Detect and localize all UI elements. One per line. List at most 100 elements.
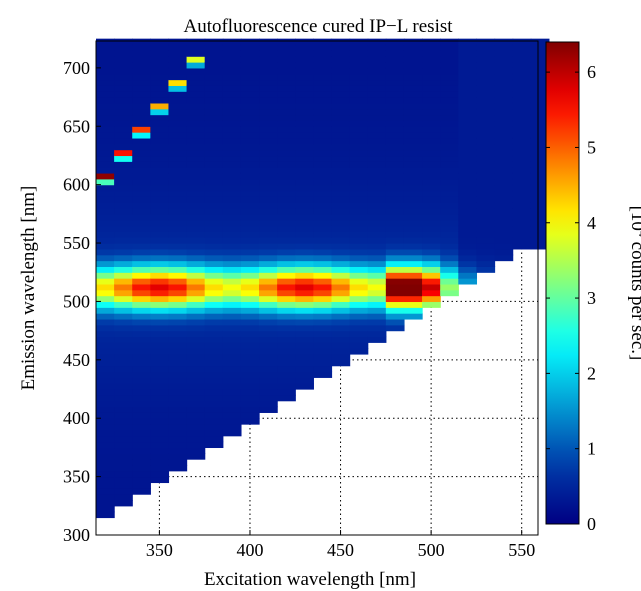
heatmap-cell	[403, 114, 423, 122]
heatmap-cell	[186, 359, 206, 367]
heatmap-cell	[295, 56, 314, 63]
heatmap-cell	[277, 190, 296, 197]
heatmap-cell	[367, 167, 387, 174]
heatmap-cell	[385, 307, 405, 314]
heatmap-cell	[530, 50, 550, 57]
heatmap-cell	[168, 260, 188, 267]
heatmap-cell	[313, 44, 333, 51]
heatmap-cell	[349, 190, 369, 197]
heatmap-cell	[295, 91, 314, 98]
heatmap-cell	[494, 213, 514, 221]
heatmap-cell	[150, 114, 170, 122]
heatmap-cell	[277, 389, 296, 396]
heatmap-cell	[259, 161, 278, 168]
heatmap-cell	[385, 67, 405, 75]
heatmap-cell	[403, 289, 423, 297]
heatmap-cell	[349, 50, 369, 57]
heatmap-cell	[458, 248, 478, 256]
heatmap-cell	[150, 62, 170, 69]
heatmap-cell	[367, 184, 387, 192]
heatmap-cell	[440, 137, 459, 145]
heatmap-cell	[494, 67, 514, 75]
heatmap-cell	[259, 102, 278, 110]
heatmap-cell	[313, 225, 333, 232]
heatmap-cell	[440, 237, 459, 244]
heatmap-cell	[367, 132, 387, 139]
heatmap-cell	[476, 67, 496, 75]
heatmap-cell	[512, 149, 532, 157]
heatmap-cell	[440, 126, 459, 133]
heatmap-cell	[96, 505, 115, 513]
heatmap-cell	[204, 237, 224, 244]
heatmap-cell	[367, 178, 387, 186]
heatmap-cell	[277, 50, 296, 57]
heatmap-cell	[512, 102, 532, 110]
heatmap-cell	[367, 50, 387, 57]
heatmap-cell	[512, 108, 532, 116]
heatmap-cell	[204, 418, 224, 425]
heatmap-cell	[458, 114, 478, 122]
heatmap-cell	[259, 56, 278, 63]
heatmap-cell	[240, 190, 260, 197]
heatmap-cell	[512, 208, 532, 215]
heatmap-cell	[168, 336, 188, 343]
heatmap-cell	[259, 272, 278, 279]
heatmap-cell	[240, 400, 260, 408]
heatmap-cell	[494, 62, 514, 69]
heatmap-cell	[186, 435, 206, 443]
heatmap-cell	[96, 266, 115, 273]
heatmap-cell	[132, 400, 151, 408]
heatmap-cell	[403, 202, 423, 209]
chart-title: Autofluorescence cured IP−L resist	[183, 16, 453, 37]
heatmap-cell	[512, 73, 532, 81]
heatmap-cell	[186, 289, 206, 297]
heatmap-cell	[313, 260, 333, 267]
heatmap-cell	[132, 44, 151, 51]
heatmap-cell	[494, 44, 514, 51]
heatmap-cell	[331, 348, 351, 355]
heatmap-cell	[385, 120, 405, 127]
heatmap-cell	[530, 38, 550, 46]
heatmap-cell	[114, 208, 133, 215]
heatmap-cell	[132, 295, 151, 303]
heatmap-cell	[331, 266, 351, 273]
heatmap-cell	[150, 394, 170, 402]
heatmap-cell	[168, 412, 188, 419]
heatmap-cell	[349, 79, 369, 86]
heatmap-cell	[313, 330, 333, 338]
heatmap-cell	[295, 120, 314, 127]
heatmap-cell	[240, 336, 260, 343]
heatmap-cell	[240, 307, 260, 314]
heatmap-cell	[295, 149, 314, 157]
heatmap-cell	[222, 330, 242, 338]
heatmap-cell	[494, 237, 514, 244]
heatmap-cell	[331, 50, 351, 57]
heatmap-cell	[295, 371, 314, 378]
heatmap-cell	[349, 243, 369, 250]
heatmap-cell	[168, 231, 188, 238]
heatmap-cell	[96, 301, 115, 308]
heatmap-cell	[331, 260, 351, 267]
heatmap-cell	[512, 91, 532, 98]
heatmap-cell	[114, 459, 133, 466]
heatmap-cell	[440, 167, 459, 174]
heatmap-cell	[259, 353, 278, 361]
heatmap-cell	[204, 126, 224, 133]
heatmap-cell	[295, 365, 314, 373]
heatmap-cell	[150, 126, 170, 133]
heatmap-cell	[331, 85, 351, 92]
heatmap-cell	[331, 73, 351, 81]
heatmap-cell	[204, 190, 224, 197]
heatmap-cell	[403, 85, 423, 92]
heatmap-cell	[512, 67, 532, 75]
heatmap-cell	[96, 447, 115, 454]
heatmap-cell	[313, 359, 333, 367]
heatmap-cell	[530, 225, 550, 232]
heatmap-cell	[150, 470, 170, 478]
heatmap-cell	[204, 178, 224, 186]
heatmap-cell	[259, 371, 278, 378]
heatmap-cell	[349, 120, 369, 127]
heatmap-cell	[422, 243, 441, 250]
heatmap-cell	[222, 97, 242, 104]
heatmap-cell	[385, 178, 405, 186]
